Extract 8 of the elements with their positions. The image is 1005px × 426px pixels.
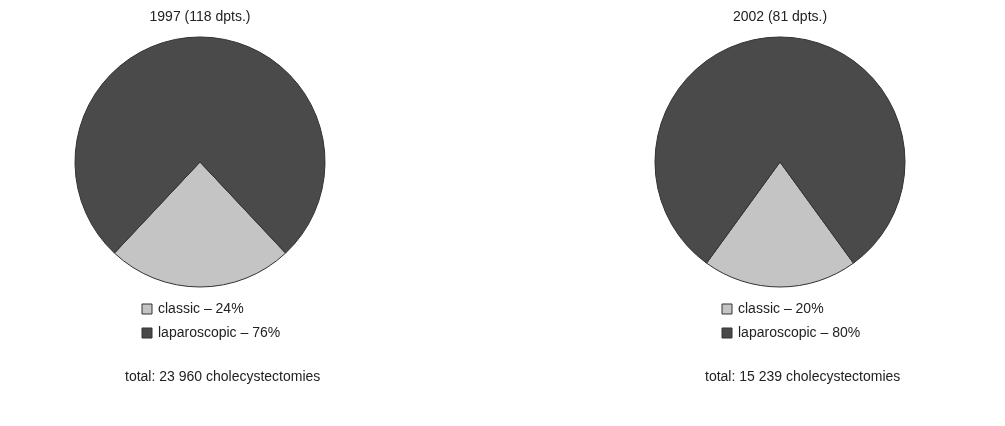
legend-label: classic – 20%	[738, 300, 824, 316]
text: total: 23 960 cholecystectomies	[125, 368, 321, 384]
legend-label: classic – 24%	[158, 300, 244, 316]
text: total: 15 239 cholecystectomies	[705, 368, 901, 384]
legend-label: laparoscopic – 76%	[158, 324, 281, 340]
chart-title: 2002 (81 dpts.)	[732, 8, 828, 24]
legend-label: laparoscopic – 80%	[738, 324, 861, 340]
chart-title: 1997 (118 dpts.)	[149, 8, 251, 24]
